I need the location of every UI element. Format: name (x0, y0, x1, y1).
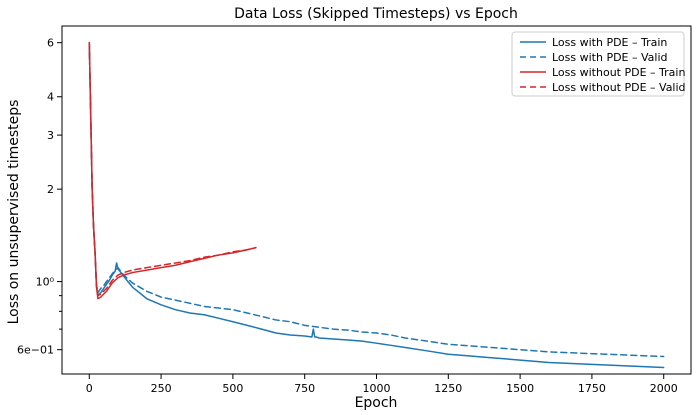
legend-label-4: Loss without PDE – Valid (552, 81, 686, 94)
x-axis: 0 250 500 750 1000 1250 1500 1750 2000 (86, 374, 678, 395)
legend-label-1: Loss with PDE – Train (552, 36, 667, 49)
x-tick-label: 1000 (363, 382, 391, 395)
legend-label-3: Loss without PDE – Train (552, 66, 685, 79)
y-tick-label: 10⁰ (36, 276, 55, 289)
y-axis-label: Loss on unsupervised timesteps (6, 100, 22, 325)
legend-label-2: Loss with PDE – Valid (552, 51, 668, 64)
series-line-4 (88, 41, 257, 297)
series-line-2 (88, 41, 665, 358)
chart-title: Data Loss (Skipped Timesteps) vs Epoch (234, 6, 518, 22)
y-tick-label: 3 (47, 129, 54, 142)
legend: Loss with PDE – Train Loss with PDE – Val… (511, 31, 686, 97)
series-line-3 (88, 41, 257, 300)
y-tick-label: 6 (47, 37, 54, 50)
series-layer (88, 41, 665, 369)
x-axis-label: Epoch (355, 395, 398, 411)
y-tick-label: 2 (47, 183, 54, 196)
y-tick-label: 6e−01 (17, 344, 54, 357)
legend-box (511, 31, 685, 97)
y-axis: 6e−01 10⁰ 2 3 4 6 (17, 37, 62, 357)
x-tick-label: 750 (294, 382, 315, 395)
x-tick-label: 1500 (506, 382, 534, 395)
x-tick-label: 2000 (650, 382, 678, 395)
x-tick-label: 250 (151, 382, 172, 395)
x-tick-label: 500 (222, 382, 243, 395)
x-tick-label: 0 (86, 382, 93, 395)
y-tick-label: 4 (47, 91, 54, 104)
x-tick-label: 1250 (434, 382, 462, 395)
x-tick-label: 1750 (578, 382, 606, 395)
series-line-1 (88, 41, 665, 369)
